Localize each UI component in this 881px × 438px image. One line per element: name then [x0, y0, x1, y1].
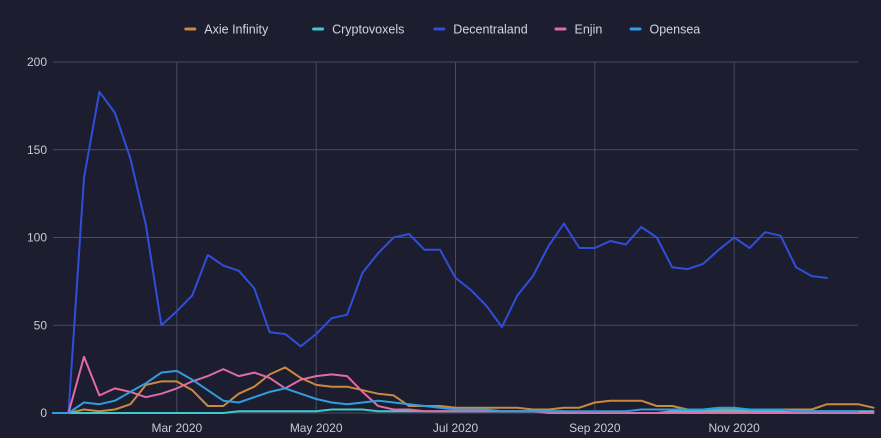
legend-swatch	[184, 27, 197, 31]
y-tick-label: 50	[34, 318, 48, 332]
series-line-axie-infinity	[52, 366, 875, 414]
legend-item-axie-infinity[interactable]: Axie Infinity	[184, 23, 269, 37]
legend-swatch	[629, 27, 642, 31]
grid	[53, 61, 858, 414]
legend-label: Cryptovoxels	[332, 23, 404, 37]
legend-swatch	[433, 27, 446, 31]
x-tick-label: May 2020	[290, 421, 343, 435]
legend-item-enjin[interactable]: Enjin	[554, 23, 603, 37]
legend: Axie Infinity Cryptovoxels Decentraland Enj…	[184, 23, 700, 37]
legend-item-cryptovoxels[interactable]: Cryptovoxels	[312, 23, 404, 37]
y-tick-label: 100	[27, 231, 47, 245]
x-axis: Mar 2020 May 2020 Jul 2020 Sep 2020 Nov 2020	[151, 421, 760, 435]
legend-swatch	[312, 27, 325, 31]
x-tick-label: Sep 2020	[569, 421, 621, 435]
legend-label: Axie Infinity	[204, 23, 269, 37]
y-tick-label: 0	[40, 406, 47, 420]
x-tick-label: Mar 2020	[151, 421, 202, 435]
series-lines	[52, 90, 875, 414]
legend-label: Decentraland	[453, 23, 527, 37]
legend-item-decentraland[interactable]: Decentraland	[433, 23, 528, 37]
legend-item-opensea[interactable]: Opensea	[629, 23, 701, 37]
series-line-opensea	[52, 369, 859, 414]
legend-swatch	[554, 27, 567, 31]
x-tick-label: Nov 2020	[708, 421, 760, 435]
y-tick-label: 200	[27, 55, 47, 69]
y-axis: 0 50 100 150 200	[27, 55, 47, 420]
series-line-decentraland	[52, 90, 828, 414]
legend-label: Opensea	[650, 23, 701, 37]
x-tick-label: Jul 2020	[433, 421, 479, 435]
legend-label: Enjin	[575, 23, 603, 37]
y-tick-label: 150	[27, 143, 47, 157]
series-line-enjin	[52, 355, 875, 414]
